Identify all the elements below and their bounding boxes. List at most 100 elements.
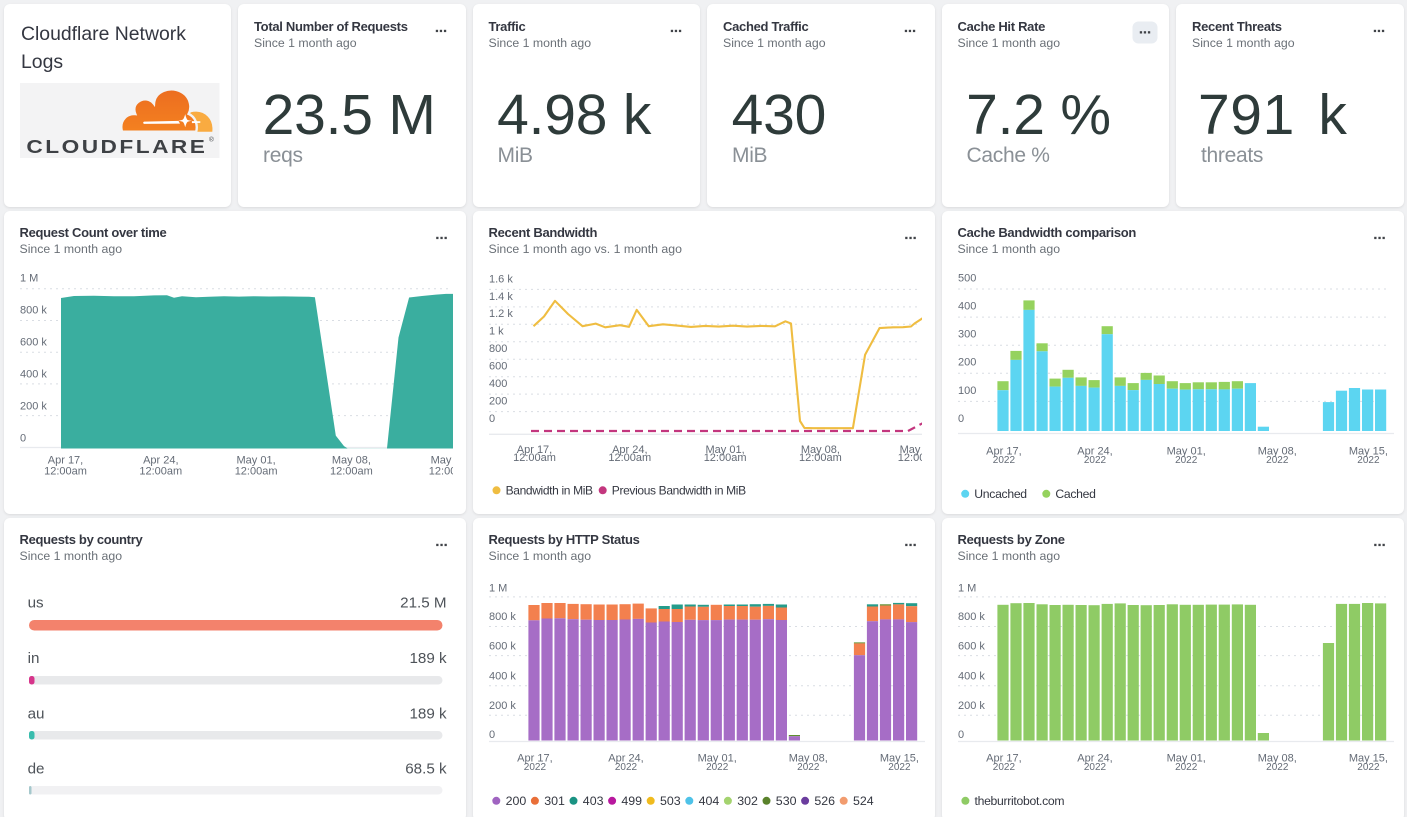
svg-text:400: 400 bbox=[489, 378, 507, 390]
svg-text:Apr 24,: Apr 24, bbox=[608, 752, 643, 764]
svg-text:Bandwidth in MiB: Bandwidth in MiB bbox=[505, 483, 592, 497]
svg-text:301: 301 bbox=[544, 794, 565, 808]
svg-text:May 08,: May 08, bbox=[1257, 445, 1296, 457]
svg-text:2022: 2022 bbox=[523, 761, 546, 772]
svg-text:1 M: 1 M bbox=[20, 272, 38, 284]
svg-text:Uncached: Uncached bbox=[974, 487, 1026, 501]
svg-text:400 k: 400 k bbox=[958, 670, 985, 682]
svg-text:May 15,: May 15, bbox=[430, 454, 453, 466]
svg-text:de: de bbox=[27, 760, 44, 777]
svg-text:Apr 24,: Apr 24, bbox=[143, 454, 178, 466]
svg-text:400 k: 400 k bbox=[20, 368, 47, 380]
svg-text:May 08,: May 08, bbox=[788, 752, 827, 764]
svg-text:404: 404 bbox=[698, 794, 719, 808]
svg-text:0: 0 bbox=[20, 432, 26, 444]
svg-text:800: 800 bbox=[489, 343, 507, 355]
svg-text:200: 200 bbox=[505, 794, 526, 808]
svg-text:12:00am: 12:00am bbox=[139, 465, 182, 477]
svg-text:2022: 2022 bbox=[992, 454, 1015, 465]
svg-text:200 k: 200 k bbox=[20, 400, 47, 412]
svg-text:200: 200 bbox=[958, 356, 976, 368]
svg-text:1.2 k: 1.2 k bbox=[489, 308, 513, 320]
svg-text:0: 0 bbox=[958, 412, 964, 424]
svg-text:May 08,: May 08, bbox=[331, 454, 370, 466]
svg-text:2022: 2022 bbox=[1175, 454, 1198, 465]
svg-text:526: 526 bbox=[814, 794, 835, 808]
svg-text:12:00am: 12:00am bbox=[608, 452, 651, 464]
svg-text:600 k: 600 k bbox=[20, 336, 47, 348]
svg-text:Apr 17,: Apr 17, bbox=[516, 443, 551, 455]
svg-text:12:00am: 12:00am bbox=[703, 452, 746, 464]
svg-text:May 15,: May 15, bbox=[879, 752, 918, 764]
svg-text:Apr 24,: Apr 24, bbox=[1077, 752, 1112, 764]
svg-text:au: au bbox=[27, 705, 44, 722]
svg-text:2022: 2022 bbox=[1357, 454, 1380, 465]
svg-text:theburritobot.com: theburritobot.com bbox=[974, 794, 1064, 808]
svg-text:12:00am: 12:00am bbox=[329, 465, 372, 477]
svg-text:May 15,: May 15, bbox=[899, 443, 922, 455]
svg-text:100: 100 bbox=[958, 384, 976, 396]
svg-text:1.4 k: 1.4 k bbox=[489, 290, 513, 302]
svg-text:200: 200 bbox=[489, 395, 507, 407]
svg-text:1 M: 1 M bbox=[489, 582, 507, 594]
svg-text:68.5 k: 68.5 k bbox=[405, 760, 447, 777]
svg-text:Apr 24,: Apr 24, bbox=[1077, 445, 1112, 457]
svg-text:May 15,: May 15, bbox=[1348, 752, 1387, 764]
svg-text:0: 0 bbox=[489, 729, 495, 741]
svg-text:May 01,: May 01, bbox=[697, 752, 736, 764]
svg-text:12:00am: 12:00am bbox=[234, 465, 277, 477]
svg-text:2022: 2022 bbox=[1083, 454, 1106, 465]
svg-text:0: 0 bbox=[958, 729, 964, 741]
svg-text:1 k: 1 k bbox=[489, 325, 504, 337]
svg-text:May 15,: May 15, bbox=[1348, 445, 1387, 457]
svg-text:12:00am: 12:00am bbox=[428, 465, 453, 477]
svg-text:1 M: 1 M bbox=[958, 582, 976, 594]
svg-text:503: 503 bbox=[660, 794, 681, 808]
svg-text:524: 524 bbox=[853, 794, 874, 808]
svg-text:Apr 24,: Apr 24, bbox=[612, 443, 647, 455]
svg-text:530: 530 bbox=[775, 794, 796, 808]
svg-text:2022: 2022 bbox=[614, 761, 637, 772]
svg-text:2022: 2022 bbox=[706, 761, 729, 772]
svg-text:2022: 2022 bbox=[1175, 761, 1198, 772]
svg-text:200 k: 200 k bbox=[958, 700, 985, 712]
svg-text:Apr 17,: Apr 17, bbox=[986, 445, 1021, 457]
svg-text:May 01,: May 01, bbox=[1166, 752, 1205, 764]
svg-text:400: 400 bbox=[958, 300, 976, 312]
svg-text:189 k: 189 k bbox=[409, 650, 447, 667]
svg-text:189 k: 189 k bbox=[409, 705, 447, 722]
svg-text:®: ® bbox=[209, 136, 214, 144]
svg-text:May 01,: May 01, bbox=[236, 454, 275, 466]
svg-text:12:00am: 12:00am bbox=[44, 465, 87, 477]
svg-text:21.5 M: 21.5 M bbox=[400, 594, 446, 611]
svg-text:0: 0 bbox=[489, 412, 495, 424]
svg-text:2022: 2022 bbox=[888, 761, 911, 772]
svg-text:1.6 k: 1.6 k bbox=[489, 273, 513, 285]
svg-text:200 k: 200 k bbox=[489, 700, 516, 712]
svg-text:Cached: Cached bbox=[1055, 487, 1095, 501]
svg-text:403: 403 bbox=[582, 794, 603, 808]
svg-text:Apr 17,: Apr 17, bbox=[47, 454, 82, 466]
svg-text:600: 600 bbox=[489, 360, 507, 372]
svg-text:in: in bbox=[27, 650, 39, 667]
svg-text:800 k: 800 k bbox=[958, 611, 985, 623]
svg-text:12:00am: 12:00am bbox=[897, 452, 922, 464]
svg-text:2022: 2022 bbox=[1357, 761, 1380, 772]
svg-text:2022: 2022 bbox=[1266, 454, 1289, 465]
svg-text:CLOUDFLARE: CLOUDFLARE bbox=[26, 137, 207, 157]
svg-text:400 k: 400 k bbox=[489, 670, 516, 682]
svg-text:May 01,: May 01, bbox=[1166, 445, 1205, 457]
svg-text:May 01,: May 01, bbox=[705, 443, 744, 455]
svg-text:Previous Bandwidth in MiB: Previous Bandwidth in MiB bbox=[611, 483, 745, 497]
svg-text:600 k: 600 k bbox=[958, 640, 985, 652]
svg-text:499: 499 bbox=[621, 794, 642, 808]
svg-text:300: 300 bbox=[958, 328, 976, 340]
svg-text:600 k: 600 k bbox=[489, 640, 516, 652]
svg-text:2022: 2022 bbox=[992, 761, 1015, 772]
svg-text:May 08,: May 08, bbox=[1257, 752, 1296, 764]
svg-text:May 08,: May 08, bbox=[800, 443, 839, 455]
svg-text:12:00am: 12:00am bbox=[513, 452, 556, 464]
svg-text:302: 302 bbox=[737, 794, 758, 808]
svg-text:2022: 2022 bbox=[1266, 761, 1289, 772]
svg-text:500: 500 bbox=[958, 272, 976, 284]
